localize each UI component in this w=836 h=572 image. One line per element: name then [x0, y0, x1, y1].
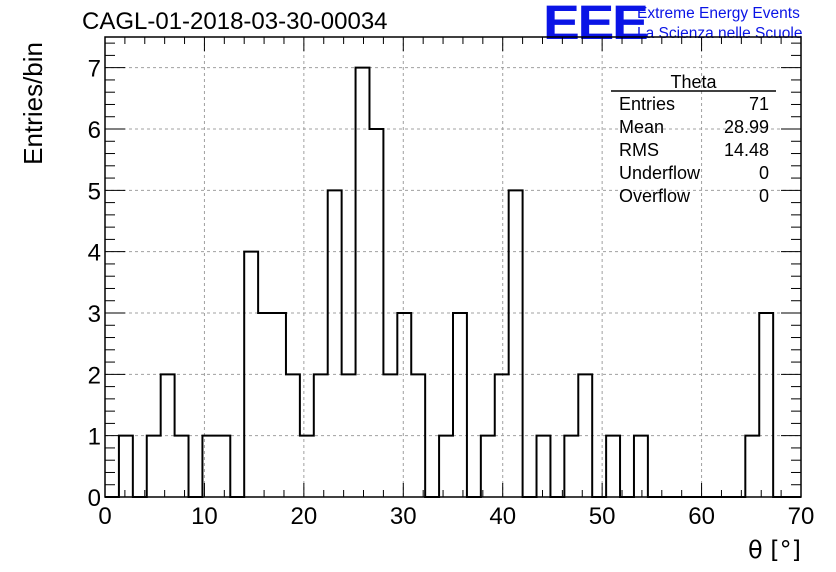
y-tick-label: 5 — [88, 178, 101, 205]
x-tick-label: 60 — [688, 503, 715, 530]
x-tick-label: 50 — [589, 503, 616, 530]
stats-value: 71 — [749, 94, 769, 114]
stats-label: Mean — [619, 117, 664, 137]
y-tick-label: 6 — [88, 117, 101, 144]
y-tick-label: 7 — [88, 56, 101, 83]
eee-logo: EEE — [543, 0, 649, 50]
y-tick-label: 3 — [88, 301, 101, 328]
histogram-bin — [147, 436, 161, 497]
histogram-outline — [105, 66, 801, 498]
stats-label: Overflow — [619, 186, 691, 206]
histogram-bin — [272, 313, 286, 497]
stats-title: Theta — [670, 72, 717, 92]
logo-line-1: Extreme Energy Events — [637, 5, 800, 22]
y-tick-label: 0 — [88, 485, 101, 512]
stats-value: 0 — [759, 163, 769, 183]
histogram-bin — [397, 313, 411, 497]
histogram-bin — [119, 436, 133, 497]
x-tick-label: 10 — [191, 503, 218, 530]
y-tick-label: 4 — [88, 240, 101, 267]
stats-value: 14.48 — [724, 140, 769, 160]
stats-label: RMS — [619, 140, 659, 160]
histogram-bin — [634, 436, 648, 497]
histogram-bin — [300, 436, 314, 497]
chart-title: CAGL-01-2018-03-30-00034 — [82, 8, 388, 35]
histogram-bin — [537, 436, 551, 497]
x-tick-label: 20 — [291, 503, 318, 530]
histogram-bin — [481, 436, 495, 497]
x-axis-label: θ [°] — [748, 536, 801, 564]
x-tick-label: 0 — [98, 503, 111, 530]
y-axis-label: Entries/bin — [18, 42, 48, 165]
x-tick-label: 30 — [390, 503, 417, 530]
histogram-bin — [745, 436, 759, 497]
stats-value: 0 — [759, 186, 769, 206]
histogram-series — [105, 66, 801, 498]
histogram-bin — [509, 190, 523, 497]
histogram-bin — [216, 436, 230, 497]
y-tick-label: 1 — [88, 424, 101, 451]
histogram-bin — [759, 313, 773, 497]
x-tick-label: 40 — [489, 503, 516, 530]
stats-label: Underflow — [619, 163, 701, 183]
histogram-bin — [258, 313, 272, 497]
histogram-bin — [439, 436, 453, 497]
histogram-bin — [606, 436, 620, 497]
histogram-bin — [356, 68, 370, 497]
histogram-bin — [328, 190, 342, 497]
histogram-bin — [564, 436, 578, 497]
plot-frame — [104, 36, 802, 498]
y-tick-label: 2 — [88, 362, 101, 389]
stats-value: 28.99 — [724, 117, 769, 137]
stats-label: Entries — [619, 94, 675, 114]
x-tick-label: 70 — [788, 503, 815, 530]
histogram-bin — [175, 436, 189, 497]
histogram-bin — [453, 313, 467, 497]
axes: 0 10 20 30 40 50 60 70 0 1 2 3 4 5 6 7 — [88, 36, 815, 530]
